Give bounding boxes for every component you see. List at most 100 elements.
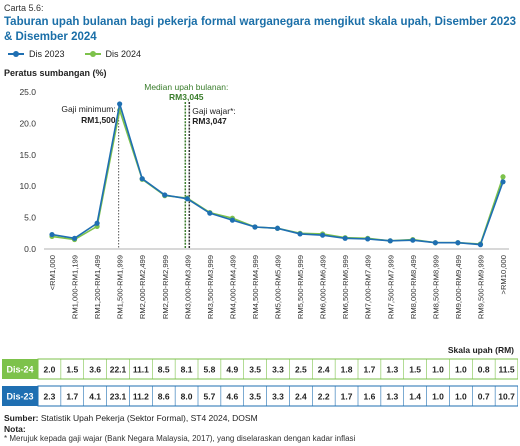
table-cell-dis2024: 0.8 xyxy=(478,365,490,375)
table-cell-dis2023: 8.6 xyxy=(158,392,170,402)
table-cell-dis2024: 1.8 xyxy=(341,365,353,375)
y-tick-label: 0.0 xyxy=(24,244,36,254)
table-row-dis2023 xyxy=(37,385,518,407)
median-wage-label: Median upah bulanan: xyxy=(144,82,228,92)
y-tick-label: 5.0 xyxy=(24,213,36,223)
source-label: Sumber: xyxy=(4,413,39,423)
x-tick-label: RM6,500-RM6,999 xyxy=(341,255,350,319)
table-cell-dis2023: 2.4 xyxy=(295,392,307,402)
wajar-wage-value: RM3,047 xyxy=(192,116,227,126)
table-cell-dis2023: 23.1 xyxy=(110,392,127,402)
table-cell-dis2024: 11.1 xyxy=(133,365,149,375)
table-cell-dis2023: 5.7 xyxy=(204,392,216,402)
table-cell-dis2024: 2.4 xyxy=(318,365,330,375)
wajar-wage-label: Gaji wajar*: xyxy=(192,106,235,116)
data-point-dis2023 xyxy=(207,210,213,216)
data-point-dis2023 xyxy=(274,225,281,231)
data-point-dis2023 xyxy=(432,240,438,246)
data-point-dis2023 xyxy=(320,232,326,238)
median-wage-value: RM3,045 xyxy=(169,92,204,102)
data-point-dis2023 xyxy=(162,192,168,198)
source-text: Statistik Upah Pekerja (Sektor Formal), … xyxy=(38,413,258,423)
data-point-dis2023 xyxy=(387,238,393,244)
footnote: * Merujuk kepada gaji wajar (Bank Negara… xyxy=(4,434,356,443)
figure-label: Carta 5.6: xyxy=(4,3,44,13)
table-cell-dis2024: 3.5 xyxy=(249,365,261,375)
minimum-wage-label: Gaji minimum: xyxy=(61,104,115,114)
table-cell-dis2024: 1.5 xyxy=(66,365,78,375)
table-cell-dis2024: 22.1 xyxy=(110,365,127,375)
x-tick-label: RM9,000-RM9,499 xyxy=(454,255,463,319)
data-point-dis2023 xyxy=(252,224,258,230)
data-point-dis2023 xyxy=(477,242,484,248)
table-cell-dis2023: 1.0 xyxy=(432,392,444,402)
data-point-dis2023 xyxy=(184,196,190,202)
table-cell-dis2024: 5.8 xyxy=(204,365,216,375)
x-tick-label: RM4,500-RM4,999 xyxy=(251,255,260,319)
x-tick-label: RM3,000-RM3,499 xyxy=(183,255,192,319)
data-point-dis2023 xyxy=(229,217,235,223)
legend-swatch-dis2024 xyxy=(84,50,101,58)
x-tick-label: RM1,000-RM1,199 xyxy=(71,255,80,319)
x-tick-label: RM9,500-RM9,999 xyxy=(476,255,485,319)
table-row-dis2024 xyxy=(37,358,518,380)
chart-title: Taburan upah bulanan bagi pekerja formal… xyxy=(4,16,516,43)
legend-label-dis2023: Dis 2023 xyxy=(29,49,65,59)
table-cell-dis2024: 1.3 xyxy=(386,365,398,375)
table-cell-dis2023: 3.3 xyxy=(272,392,284,402)
data-point-dis2023 xyxy=(455,240,461,246)
table-cell-dis2023: 8.0 xyxy=(181,392,193,402)
x-tick-label: RM2,000-RM2,499 xyxy=(138,255,147,319)
table-cell-dis2023: 0.7 xyxy=(478,392,490,402)
x-tick-label: RM4,000-RM4,499 xyxy=(228,255,237,319)
table-cell-dis2024: 1.0 xyxy=(432,365,444,375)
table-cell-dis2023: 1.7 xyxy=(66,392,78,402)
x-tick-label: RM5,000-RM5,499 xyxy=(274,255,283,319)
legend-item-dis2024: Dis 2024 xyxy=(84,49,142,59)
table-row-header-dis2024 xyxy=(2,359,38,379)
table-cell-dis2024: 2.5 xyxy=(295,365,307,375)
x-tick-label: RM7,500-RM7,999 xyxy=(386,255,395,319)
table-cell-dis2024: 1.0 xyxy=(455,365,467,375)
table-cell-dis2023: 4.6 xyxy=(226,392,238,402)
table-cell-dis2023: 4.1 xyxy=(89,392,101,402)
x-tick-label: RM8,500-RM8,999 xyxy=(431,255,440,319)
table-cell-dis2024: 11.5 xyxy=(499,365,515,375)
table-cell-dis2024: 8.5 xyxy=(158,365,170,375)
note-label: Nota: xyxy=(4,424,26,434)
table-cell-dis2023: 10.7 xyxy=(498,392,515,402)
legend-item-dis2023: Dis 2023 xyxy=(8,49,65,59)
table-cell-dis2024: 3.6 xyxy=(89,365,101,375)
data-point-dis2023 xyxy=(297,231,303,237)
data-point-dis2023 xyxy=(500,179,506,185)
data-point-dis2023 xyxy=(49,231,55,238)
table-cell-dis2023: 3.5 xyxy=(249,392,261,402)
table-cell-dis2023: 11.2 xyxy=(133,392,149,402)
table-cell-dis2023: 1.3 xyxy=(386,392,398,402)
source-line: Sumber: Statistik Upah Pekerja (Sektor F… xyxy=(4,413,258,423)
series-line-dis2023 xyxy=(51,103,504,246)
data-point-dis2023 xyxy=(342,235,348,241)
x-tick-label: RM1,200-RM1,499 xyxy=(93,255,102,319)
data-point-dis2023 xyxy=(117,101,123,107)
table-cell-dis2024: 8.1 xyxy=(181,365,193,375)
table-cell-dis2023: 1.7 xyxy=(341,392,353,402)
data-table: Dis-24 2.0 1.5 3.6 22.1 11.1 8.5 8.1 5.8 4.9 3.5 3.… xyxy=(2,358,518,407)
series-line-dis2024 xyxy=(51,107,504,245)
x-tick-label: <RM1,000 xyxy=(48,255,57,290)
legend-label-dis2024: Dis 2024 xyxy=(105,49,142,59)
legend-swatch-dis2023 xyxy=(8,50,24,58)
table-row-label-dis2024: Dis-24 xyxy=(6,365,33,375)
y-tick-label: 20.0 xyxy=(19,118,36,128)
table-cell-dis2024: 2.0 xyxy=(44,365,56,375)
x-tick-label: >RM10,000 xyxy=(499,255,508,294)
table-cell-dis2024: 1.7 xyxy=(364,365,376,375)
table-cell-dis2023: 2.2 xyxy=(318,392,330,402)
table-cell-dis2023: 1.4 xyxy=(409,392,421,402)
data-point-dis2023 xyxy=(410,237,416,243)
data-point-dis2024 xyxy=(500,174,506,180)
y-tick-label: 15.0 xyxy=(19,150,36,160)
table-cell-dis2023: 1.0 xyxy=(455,392,467,402)
data-point-dis2023 xyxy=(139,176,145,182)
data-point-dis2023 xyxy=(94,220,100,226)
